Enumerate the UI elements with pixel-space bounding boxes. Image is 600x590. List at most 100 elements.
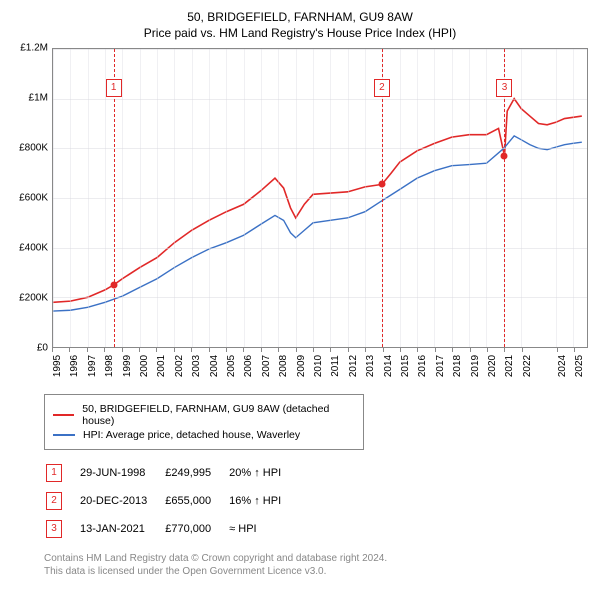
gridline-v	[313, 49, 314, 347]
gridline-v	[452, 49, 453, 347]
event-delta: 20% ↑ HPI	[229, 460, 297, 486]
gridline-v	[348, 49, 349, 347]
events-table-row: 313-JAN-2021£770,000≈ HPI	[46, 516, 297, 542]
x-tick-label: 2003	[191, 355, 202, 377]
gridline-h	[53, 49, 587, 50]
y-tick-label: £200K	[19, 293, 48, 304]
chart-title-line2: Price paid vs. HM Land Registry's House …	[12, 26, 588, 40]
x-tick-label: 2019	[470, 355, 481, 377]
gridline-v	[296, 49, 297, 347]
gridline-v	[226, 49, 227, 347]
gridline-v	[140, 49, 141, 347]
x-tick-label: 2004	[209, 355, 220, 377]
plot-wrap: £0£200K£400K£600K£800K£1M£1.2M 123	[12, 48, 588, 348]
x-tick	[278, 348, 279, 352]
gridline-v	[244, 49, 245, 347]
gridline-v	[486, 49, 487, 347]
gridline-v	[434, 49, 435, 347]
y-tick-label: £400K	[19, 243, 48, 254]
gridline-v	[417, 49, 418, 347]
event-marker-box: 2	[374, 79, 390, 97]
gridline-v	[330, 49, 331, 347]
event-price: £655,000	[165, 488, 227, 514]
x-tick	[122, 348, 123, 352]
x-tick	[261, 348, 262, 352]
x-tick	[313, 348, 314, 352]
gridline-v	[521, 49, 522, 347]
series-price_paid	[53, 99, 582, 303]
event-date: 20-DEC-2013	[80, 488, 163, 514]
attribution: Contains HM Land Registry data © Crown c…	[44, 552, 588, 578]
event-date: 29-JUN-1998	[80, 460, 163, 486]
x-tick	[365, 348, 366, 352]
gridline-v	[365, 49, 366, 347]
series-hpi	[53, 136, 582, 311]
x-tick-label: 2022	[522, 355, 533, 377]
x-tick-label: 2017	[435, 355, 446, 377]
event-price: £770,000	[165, 516, 227, 542]
gridline-v	[573, 49, 574, 347]
y-tick-label: £1.2M	[20, 43, 48, 54]
y-tick-label: £800K	[19, 143, 48, 154]
x-tick-label: 2007	[261, 355, 272, 377]
x-tick	[243, 348, 244, 352]
x-tick-label: 2001	[156, 355, 167, 377]
event-dot	[378, 181, 385, 188]
x-tick	[557, 348, 558, 352]
x-tick	[226, 348, 227, 352]
gridline-v	[400, 49, 401, 347]
x-tick-label: 2009	[296, 355, 307, 377]
x-tick-label: 2006	[243, 355, 254, 377]
x-tick-label: 1995	[52, 355, 63, 377]
x-tick-label: 2020	[487, 355, 498, 377]
y-tick-label: £0	[37, 343, 48, 354]
x-tick	[104, 348, 105, 352]
x-tick-label: 2024	[557, 355, 568, 377]
x-tick-label: 1996	[69, 355, 80, 377]
gridline-v	[53, 49, 54, 347]
event-dot	[110, 281, 117, 288]
gridline-h	[53, 99, 587, 100]
event-price: £249,995	[165, 460, 227, 486]
x-tick-label: 1997	[87, 355, 98, 377]
attribution-line2: This data is licensed under the Open Gov…	[44, 565, 588, 578]
x-tick-label: 1999	[122, 355, 133, 377]
chart-container: 50, BRIDGEFIELD, FARNHAM, GU9 8AW Price …	[0, 0, 600, 586]
x-tick	[504, 348, 505, 352]
legend-label: 50, BRIDGEFIELD, FARNHAM, GU9 8AW (detac…	[82, 403, 355, 427]
gridline-v	[70, 49, 71, 347]
event-number-box: 3	[46, 520, 62, 538]
chart-title-line1: 50, BRIDGEFIELD, FARNHAM, GU9 8AW	[12, 10, 588, 24]
x-tick-label: 2025	[574, 355, 585, 377]
x-tick	[52, 348, 53, 352]
legend-swatch	[53, 434, 75, 436]
gridline-h	[53, 148, 587, 149]
y-tick-label: £1M	[29, 93, 48, 104]
x-tick-label: 2010	[313, 355, 324, 377]
x-tick	[87, 348, 88, 352]
legend-row: 50, BRIDGEFIELD, FARNHAM, GU9 8AW (detac…	[53, 403, 355, 427]
events-table-row: 220-DEC-2013£655,00016% ↑ HPI	[46, 488, 297, 514]
x-tick	[522, 348, 523, 352]
gridline-h	[53, 297, 587, 298]
x-tick-label: 2021	[504, 355, 515, 377]
legend-swatch	[53, 414, 74, 416]
x-tick-label: 2000	[139, 355, 150, 377]
x-tick	[174, 348, 175, 352]
gridline-v	[261, 49, 262, 347]
y-axis: £0£200K£400K£600K£800K£1M£1.2M	[12, 48, 52, 348]
gridline-h	[53, 248, 587, 249]
x-tick	[435, 348, 436, 352]
gridline-v	[174, 49, 175, 347]
gridline-v	[469, 49, 470, 347]
event-marker-box: 3	[496, 79, 512, 97]
x-tick-label: 2013	[365, 355, 376, 377]
gridline-v	[209, 49, 210, 347]
x-tick	[400, 348, 401, 352]
plot-area: 123	[52, 48, 588, 348]
event-number-box: 1	[46, 464, 62, 482]
x-tick	[139, 348, 140, 352]
x-tick-label: 2012	[348, 355, 359, 377]
x-tick	[452, 348, 453, 352]
x-tick-label: 2008	[278, 355, 289, 377]
